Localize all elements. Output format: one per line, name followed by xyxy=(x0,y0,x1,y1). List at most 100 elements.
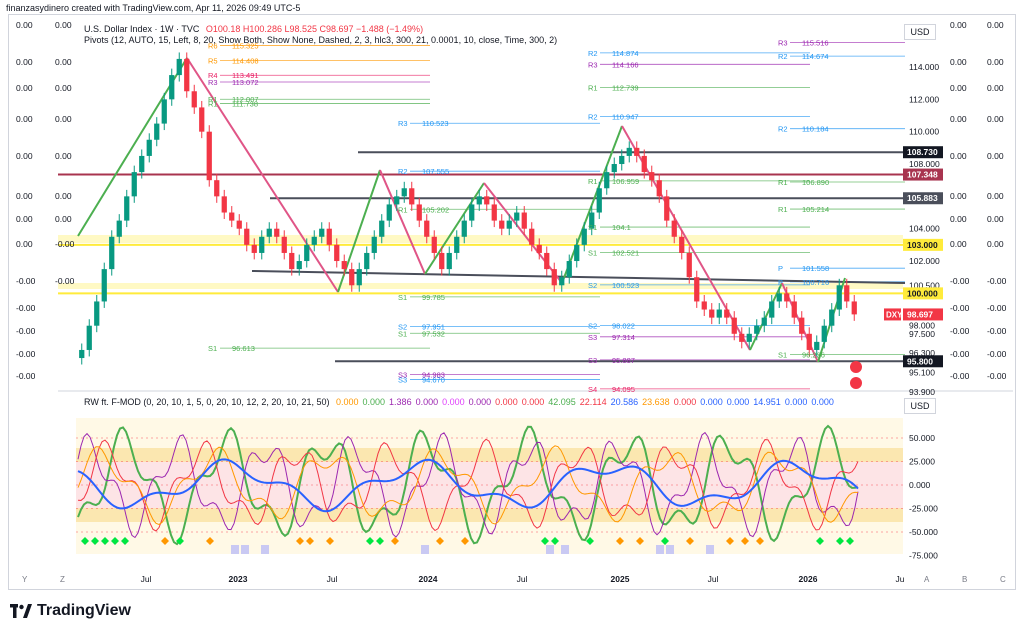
price-tick-label: 110.000 xyxy=(909,127,939,137)
oscillator-value: 0.000 xyxy=(726,397,750,407)
pivot-name: R1 xyxy=(398,205,408,214)
candle-body xyxy=(304,244,310,262)
pivot-value: 111.738 xyxy=(232,100,258,109)
candle-body xyxy=(521,212,527,229)
osc-tick-label: 0.000 xyxy=(909,480,931,490)
osc-orange-marker xyxy=(461,537,469,545)
left-axis-value: 0.00 xyxy=(16,239,33,249)
candle-body xyxy=(334,244,340,262)
right-axis-value: 0.00 xyxy=(950,214,967,224)
osc-green-marker xyxy=(121,537,129,545)
time-axis-label: Jul xyxy=(327,574,338,584)
time-axis-label: 2024 xyxy=(419,574,438,584)
left-axis-value: 0.00 xyxy=(55,214,72,224)
pivot-name: R2 xyxy=(778,52,788,61)
candle-body xyxy=(409,188,415,205)
bottom-axis-letter: B xyxy=(962,575,967,584)
pivot-value: 105.214 xyxy=(802,205,829,214)
pivot-name: R2 xyxy=(588,112,598,121)
candle-body xyxy=(424,220,430,237)
right-axis-value: -0.00 xyxy=(950,371,970,381)
zigzag-line xyxy=(337,169,381,293)
pivots-indicator-label[interactable]: Pivots (12, AUTO, 15, Left, 8, 20, Show … xyxy=(84,35,558,45)
osc-blue-line xyxy=(77,458,859,513)
osc-tick-label: -50.000 xyxy=(909,527,938,537)
pivot-value: 110.184 xyxy=(802,125,829,134)
candle-body xyxy=(596,188,602,213)
pivot-value: 94.095 xyxy=(612,385,635,394)
oscillator-value: 0.000 xyxy=(335,397,359,407)
pivot-value: 104.1 xyxy=(612,223,631,232)
candle-body xyxy=(206,131,212,181)
pivot-name: S2 xyxy=(398,322,407,331)
right-axis-value: -0.00 xyxy=(987,371,1007,381)
osc-orange-marker xyxy=(686,537,694,545)
pivot-name: S3 xyxy=(398,376,407,385)
currency-button[interactable]: USD xyxy=(904,24,936,40)
left-axis-value: -0.00 xyxy=(55,239,75,249)
osc-green-marker xyxy=(846,537,854,545)
pivot-name: R1 xyxy=(588,83,598,92)
pivot-name: R1 xyxy=(778,205,788,214)
flag-icon[interactable] xyxy=(850,377,862,389)
candle-body xyxy=(116,220,122,237)
right-axis-value: 0.00 xyxy=(987,20,1004,30)
oscillator-indicator-label[interactable]: RW ft. F-MOD (0, 20, 10, 1, 5, 0, 20, 10… xyxy=(84,397,842,407)
candle-body xyxy=(161,99,167,124)
osc-green-marker xyxy=(661,537,669,545)
osc-blue-marker xyxy=(706,545,714,554)
candle-body xyxy=(184,58,190,92)
right-axis-value: 0.00 xyxy=(987,239,1004,249)
symbol-tag xyxy=(884,308,901,321)
oscillator-value: 0.000 xyxy=(362,397,386,407)
pivot-value: 95.887 xyxy=(612,356,635,365)
candle-body xyxy=(769,301,775,318)
candle-body xyxy=(169,75,175,100)
price-tick-label: 95.100 xyxy=(909,368,935,378)
left-axis-value: -0.00 xyxy=(16,371,36,381)
pivot-value: 106.959 xyxy=(612,177,639,186)
pivot-value: 97.314 xyxy=(612,333,635,342)
osc-green-line xyxy=(77,424,859,546)
tradingview-logo[interactable]: TradingView xyxy=(10,602,131,620)
price-tag xyxy=(903,192,943,205)
currency-button-osc[interactable]: USD xyxy=(904,398,936,414)
left-axis-value: 0.00 xyxy=(16,214,33,224)
pivot-value: 98.022 xyxy=(612,321,635,330)
pivot-value: 96.226 xyxy=(802,350,825,359)
candle-body xyxy=(529,228,535,245)
osc-blue-marker xyxy=(546,545,554,554)
osc-tick-label: -75.000 xyxy=(909,551,938,561)
ohlc-values: O100.18 H100.286 L98.525 C98.697 −1.488 … xyxy=(205,24,424,34)
candle-body xyxy=(656,180,662,197)
candle-body xyxy=(484,196,490,205)
candle-body xyxy=(514,212,520,221)
candle-body xyxy=(349,269,355,286)
right-axis-value: 0.00 xyxy=(987,114,1004,124)
osc-blue-marker xyxy=(561,545,569,554)
time-axis-label: Jul xyxy=(141,574,152,584)
candle-body xyxy=(649,172,655,181)
zigzag-line xyxy=(379,169,426,275)
candle-body xyxy=(341,261,347,270)
pivot-value: 114.674 xyxy=(802,52,829,61)
osc-green-marker xyxy=(376,537,384,545)
lightning-icon[interactable] xyxy=(850,361,862,373)
osc-green-marker xyxy=(836,537,844,545)
osc-blue-marker xyxy=(261,545,269,554)
candle-body xyxy=(431,236,437,253)
candle-body xyxy=(806,333,812,350)
osc-green-marker xyxy=(541,537,549,545)
pivot-name: R5 xyxy=(208,56,218,65)
candle-body xyxy=(589,212,595,229)
oscillator-value: 0.000 xyxy=(468,397,492,407)
right-axis-value: -0.00 xyxy=(950,349,970,359)
osc-green-marker xyxy=(816,537,824,545)
osc-blue-marker xyxy=(231,545,239,554)
candle-body xyxy=(281,236,287,253)
candle-body xyxy=(356,269,362,286)
candle-body xyxy=(836,285,842,310)
candle-body xyxy=(829,309,835,326)
left-axis-value: 0.00 xyxy=(16,151,33,161)
